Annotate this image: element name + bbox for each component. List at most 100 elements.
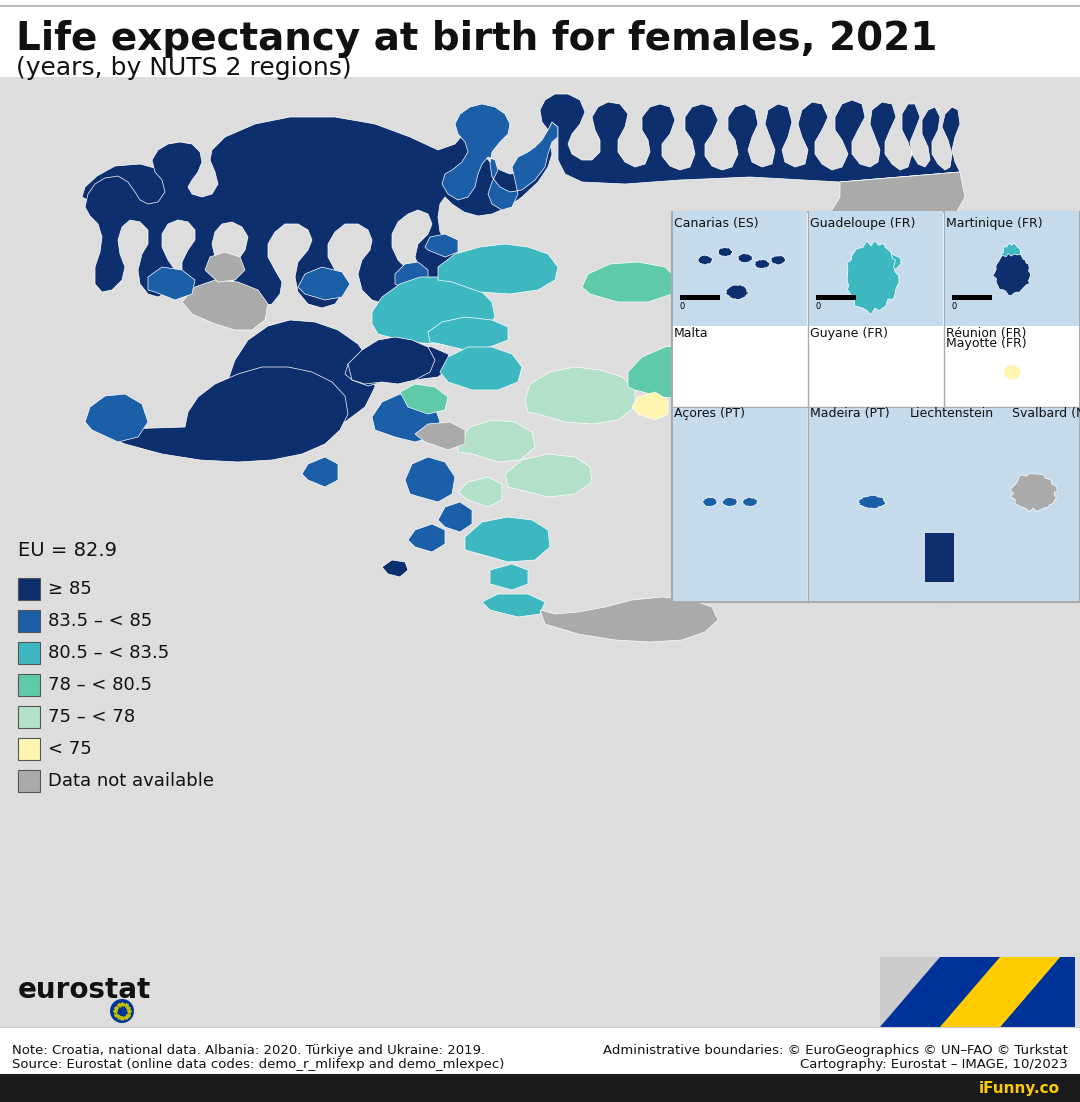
Polygon shape (372, 277, 495, 344)
Polygon shape (847, 240, 900, 314)
Polygon shape (458, 420, 535, 462)
Text: 83.5 – < 85: 83.5 – < 85 (48, 612, 152, 630)
Text: < 75: < 75 (48, 741, 92, 758)
Polygon shape (298, 267, 350, 300)
Bar (945, 217, 1079, 298)
Bar (680, 295, 720, 300)
Text: Guadeloupe (FR): Guadeloupe (FR) (810, 217, 916, 230)
Polygon shape (1000, 957, 1075, 1027)
Text: 0: 0 (951, 302, 957, 311)
Text: EU = 82.9: EU = 82.9 (18, 541, 117, 560)
Polygon shape (858, 495, 887, 508)
Polygon shape (582, 262, 678, 302)
Polygon shape (525, 367, 635, 424)
Polygon shape (438, 244, 558, 294)
Polygon shape (742, 497, 758, 507)
Bar (673, 217, 807, 298)
Polygon shape (395, 262, 428, 292)
Bar (18, 706, 40, 728)
Polygon shape (85, 117, 552, 307)
Bar (672, 212, 1080, 602)
Text: ≥ 85: ≥ 85 (48, 580, 92, 598)
Polygon shape (378, 344, 453, 380)
Bar (18, 642, 40, 665)
Bar (816, 295, 856, 300)
Polygon shape (540, 597, 718, 642)
Polygon shape (1003, 365, 1022, 380)
Polygon shape (723, 497, 738, 507)
Polygon shape (632, 392, 669, 420)
Polygon shape (858, 248, 887, 267)
Polygon shape (718, 248, 733, 257)
Polygon shape (440, 347, 522, 390)
Bar (809, 408, 943, 601)
Polygon shape (225, 383, 278, 422)
Bar (18, 674, 40, 696)
Text: (years, by NUTS 2 regions): (years, by NUTS 2 regions) (16, 56, 352, 80)
Bar (809, 217, 943, 298)
Bar (18, 738, 40, 760)
Text: Canarias (ES): Canarias (ES) (674, 217, 758, 230)
Polygon shape (993, 253, 1030, 295)
Polygon shape (85, 395, 148, 442)
Text: Administrative boundaries: © EuroGeographics © UN–FAO © Turkstat: Administrative boundaries: © EuroGeograp… (603, 1044, 1068, 1057)
Polygon shape (698, 255, 713, 264)
Polygon shape (808, 172, 966, 274)
Polygon shape (490, 564, 528, 590)
Polygon shape (205, 252, 245, 282)
Text: Cartography: Eurostat – IMAGE, 10/2023: Cartography: Eurostat – IMAGE, 10/2023 (800, 1058, 1068, 1071)
Text: 0: 0 (680, 302, 685, 311)
Bar (18, 770, 40, 792)
Bar (909, 408, 977, 601)
Polygon shape (92, 367, 348, 462)
Circle shape (110, 1000, 134, 1023)
Text: 0: 0 (816, 302, 821, 311)
Polygon shape (0, 527, 375, 1027)
Text: Source: Eurostat (online data codes: demo_r_mlifexp and demo_mlexpec): Source: Eurostat (online data codes: dem… (12, 1058, 504, 1071)
Polygon shape (426, 234, 458, 257)
Polygon shape (82, 164, 178, 214)
Bar (809, 210, 943, 326)
Bar (0, 77, 1080, 1027)
Polygon shape (1010, 474, 1057, 511)
Text: Liechtenstein: Liechtenstein (910, 407, 994, 420)
Text: Mayotte (FR): Mayotte (FR) (946, 337, 1027, 350)
Text: Malta: Malta (674, 327, 708, 341)
Bar (977, 408, 1079, 601)
Text: eurostat: eurostat (18, 976, 151, 1004)
Text: Guyane (FR): Guyane (FR) (810, 327, 888, 341)
Text: Life expectancy at birth for females, 2021: Life expectancy at birth for females, 20… (16, 20, 937, 58)
Bar (18, 579, 40, 599)
Polygon shape (382, 560, 408, 577)
Polygon shape (302, 457, 338, 487)
Text: 78 – < 80.5: 78 – < 80.5 (48, 676, 152, 694)
Text: iFunny.co: iFunny.co (978, 1080, 1059, 1095)
Text: Madeira (PT): Madeira (PT) (810, 407, 890, 420)
Text: Data not available: Data not available (48, 773, 214, 790)
Polygon shape (428, 317, 508, 350)
Polygon shape (754, 259, 770, 269)
Polygon shape (415, 422, 465, 450)
Text: Svalbard (NO): Svalbard (NO) (1012, 407, 1080, 420)
Polygon shape (540, 94, 960, 184)
Bar (0, 1074, 1080, 1102)
Bar (945, 210, 1079, 326)
Polygon shape (348, 337, 435, 383)
Polygon shape (438, 503, 472, 532)
Text: Martinique (FR): Martinique (FR) (946, 217, 1042, 230)
Polygon shape (465, 517, 550, 562)
Polygon shape (627, 344, 762, 400)
Text: Note: Croatia, national data. Albania: 2020. Türkiye and Ukraine: 2019.: Note: Croatia, national data. Albania: 2… (12, 1044, 485, 1057)
Polygon shape (183, 280, 268, 329)
Bar (18, 611, 40, 633)
Polygon shape (1000, 244, 1023, 277)
Polygon shape (703, 497, 718, 507)
Polygon shape (880, 957, 1040, 1027)
Polygon shape (405, 457, 455, 503)
Polygon shape (372, 395, 440, 442)
Polygon shape (505, 454, 592, 497)
Text: Açores (PT): Açores (PT) (674, 407, 745, 420)
Bar (951, 295, 993, 300)
Polygon shape (940, 957, 1059, 1027)
Polygon shape (482, 594, 545, 617)
